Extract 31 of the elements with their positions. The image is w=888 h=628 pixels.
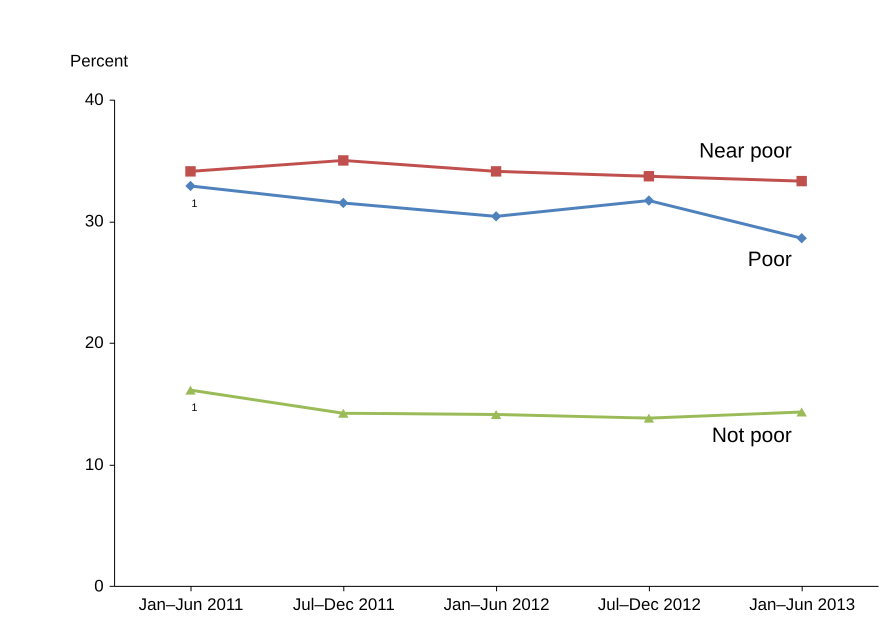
- point: [490, 211, 502, 222]
- x-tick-label: Jul–Dec 2012: [598, 595, 701, 614]
- point: [490, 410, 502, 419]
- point: [338, 408, 348, 418]
- point: [185, 386, 196, 395]
- annotation: 1: [191, 198, 198, 210]
- y-tick-label: 30: [84, 212, 104, 231]
- point: [185, 166, 196, 177]
- point: [185, 180, 196, 192]
- y-tick-label: 0: [94, 576, 104, 596]
- y-tick-label: 40: [84, 90, 104, 110]
- point: [644, 171, 654, 182]
- x-tick-label: Jan–Jun 2013: [749, 595, 856, 614]
- x-tick-label: Jul–Dec 2011: [292, 595, 395, 614]
- series-label: Poor: [748, 248, 792, 272]
- annotation: 1: [191, 402, 198, 414]
- x-tick-label: Jan–Jun 2012: [444, 595, 550, 614]
- point: [490, 166, 502, 177]
- y-axis-title: Percent: [70, 51, 128, 70]
- point: [338, 198, 348, 208]
- series-label: Near poor: [699, 139, 792, 162]
- y-tick-label: 10: [84, 454, 104, 474]
- point: [796, 408, 807, 417]
- series-label: Not poor: [712, 424, 792, 447]
- point: [644, 195, 654, 206]
- point: [796, 233, 807, 244]
- point: [644, 414, 654, 423]
- point: [338, 155, 348, 166]
- y-tick-label: 20: [84, 333, 104, 352]
- point: [796, 176, 807, 186]
- x-tick-label: Jan–Jun 2011: [138, 595, 244, 614]
